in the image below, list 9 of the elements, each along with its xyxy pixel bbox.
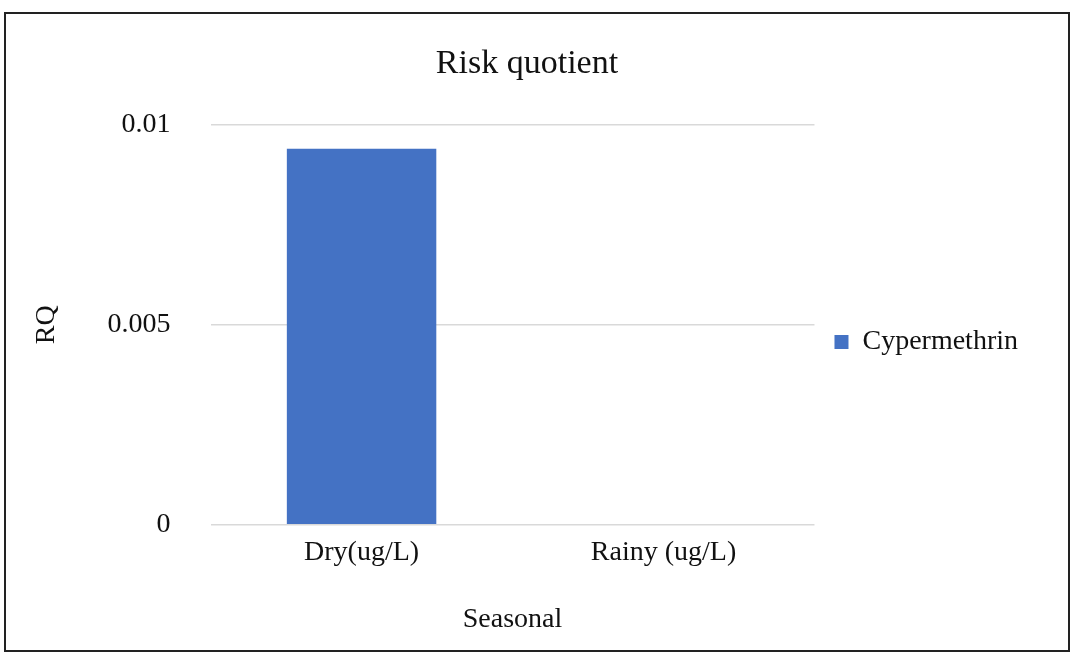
chart-title: Risk quotient: [435, 43, 619, 81]
y-tick-label: 0: [156, 507, 171, 539]
x-axis-title: Seasonal: [462, 601, 563, 633]
y-tick-label: 0.005: [107, 307, 171, 339]
x-tick-label: Rainy (ug/L): [590, 534, 737, 566]
legend-label: Cypermethrin: [862, 324, 1019, 356]
y-tick-label: 0.01: [121, 107, 171, 139]
x-tick-label: Dry(ug/L): [304, 534, 420, 566]
y-axis-title: RQ: [29, 305, 61, 345]
